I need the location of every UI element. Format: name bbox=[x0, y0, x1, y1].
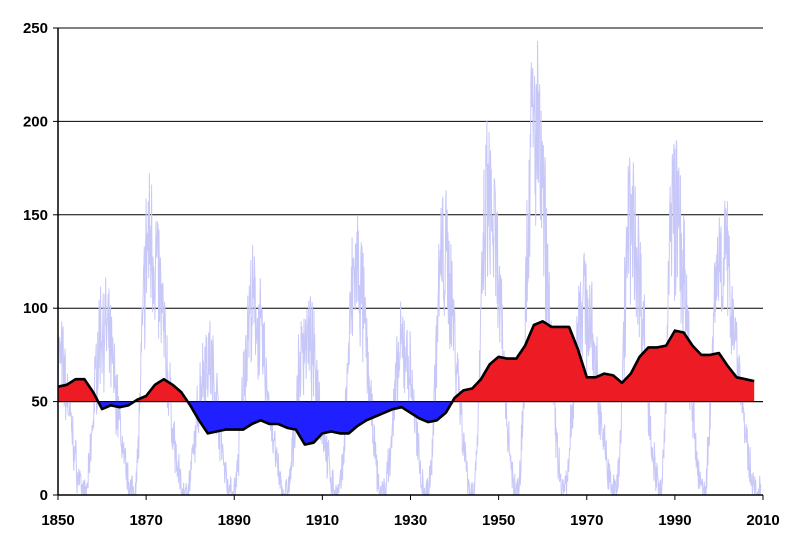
y-tick-label-50: 50 bbox=[31, 394, 48, 411]
axes-layer bbox=[53, 27, 764, 500]
below-baseline-area-3 bbox=[187, 401, 453, 445]
x-tick-label-1930: 1930 bbox=[394, 512, 427, 529]
y-tick-label-200: 200 bbox=[23, 113, 48, 130]
smoothed-line bbox=[57, 320, 755, 446]
y-tick-label-0: 0 bbox=[40, 487, 48, 504]
monthly-sunspot-line bbox=[57, 40, 762, 497]
x-tick-label-1870: 1870 bbox=[129, 512, 162, 529]
y-tick-label-250: 250 bbox=[23, 20, 48, 37]
tick-label-layer: 0 50 100 150 200 250 1850 1870 1890 1910 1930 1950 1… bbox=[23, 20, 780, 529]
above-baseline-area-4 bbox=[452, 321, 755, 402]
x-tick-label-1970: 1970 bbox=[570, 512, 603, 529]
x-tick-label-1890: 1890 bbox=[218, 512, 251, 529]
smoothed-series bbox=[57, 320, 755, 446]
y-tick-label-100: 100 bbox=[23, 300, 48, 317]
x-tick-label-2010: 2010 bbox=[746, 512, 779, 529]
x-tick-label-1990: 1990 bbox=[658, 512, 691, 529]
x-tick-label-1850: 1850 bbox=[41, 512, 74, 529]
x-tick-label-1910: 1910 bbox=[306, 512, 339, 529]
y-tick-label-150: 150 bbox=[23, 207, 48, 224]
monthly-series bbox=[57, 40, 762, 497]
x-tick-label-1950: 1950 bbox=[482, 512, 515, 529]
